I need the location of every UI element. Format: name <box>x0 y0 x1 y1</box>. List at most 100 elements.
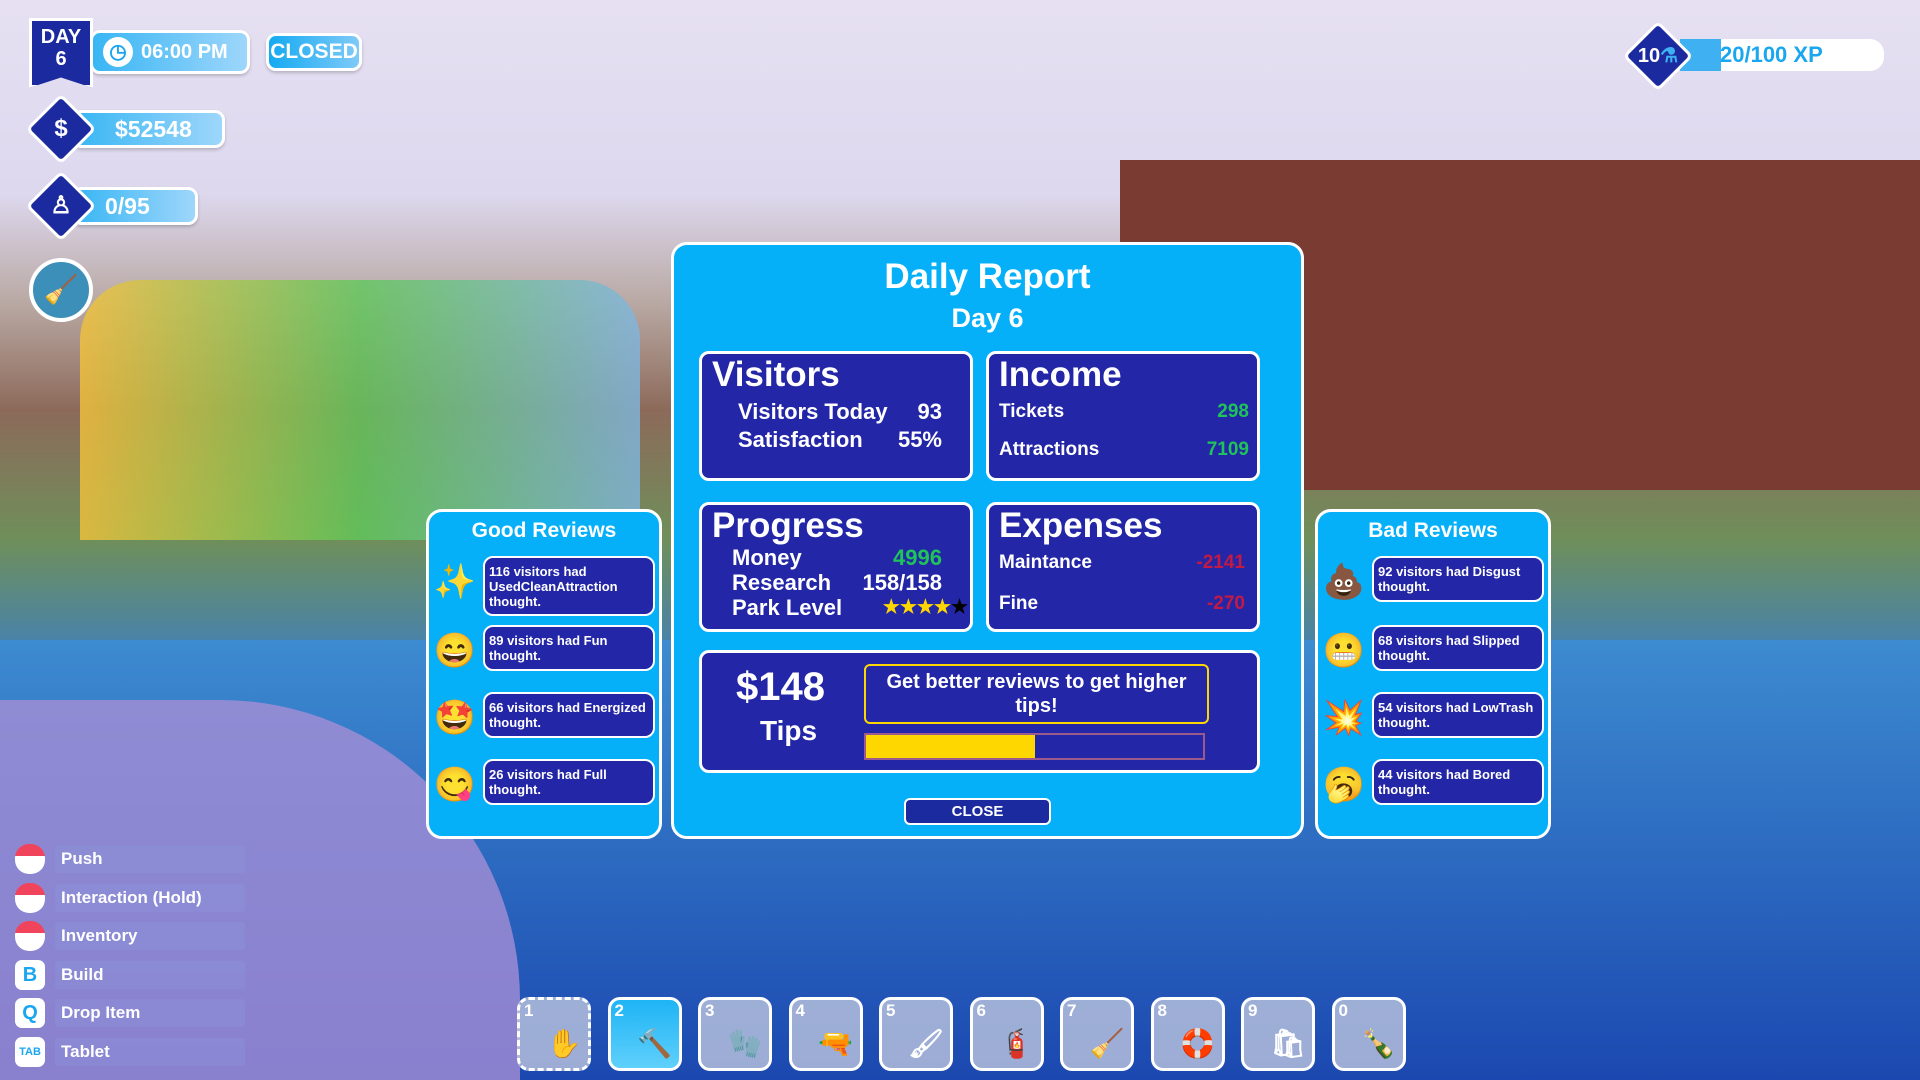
gas-canister-icon: 🧯 <box>999 1028 1034 1059</box>
background-slide <box>80 280 640 540</box>
star-icon: ★ <box>916 597 934 618</box>
hotbar-slot-6[interactable]: 6 🧯 <box>969 997 1044 1071</box>
tips-amount: $148 <box>736 665 825 709</box>
hand-icon: ✋ <box>546 1028 582 1059</box>
slot-number: 3 <box>705 1001 715 1020</box>
control-hint-label: Drop Item <box>55 999 245 1027</box>
mouse-left-hold-icon <box>15 882 45 913</box>
star-icon: ★ <box>950 597 968 618</box>
tips-progress-fill <box>866 735 1035 758</box>
review-item: 54 visitors had LowTrash thought. <box>1372 692 1544 738</box>
bottle-icon: 🍾 <box>1361 1028 1396 1059</box>
control-hint-label: Interaction (Hold) <box>55 883 245 912</box>
bad-reviews-panel: Bad Reviews 💩 92 visitors had Disgust tho… <box>1315 509 1551 839</box>
control-hint-label: Push <box>55 845 245 873</box>
time-display: ◷ 06:00 PM <box>90 30 250 74</box>
tips-message: Get better reviews to get higher tips! <box>864 664 1209 724</box>
park-level-row: Park Level ★★★★★ <box>732 595 968 620</box>
fine-row: Fine -270 <box>999 593 1245 614</box>
control-hint-label: Tablet <box>55 1037 245 1066</box>
slot-number: 8 <box>1157 1001 1167 1020</box>
slot-number: 1 <box>524 1001 534 1020</box>
money-display: $52548 <box>72 110 225 148</box>
trash-bag-icon: 🛍 <box>1270 1028 1306 1059</box>
hotbar-slot-7[interactable]: 7 🧹 <box>1060 997 1134 1071</box>
progress-box: Progress Money 4996 Research 158/158 Park … <box>699 502 973 632</box>
review-item: 89 visitors had Fun thought. <box>483 625 655 671</box>
mouse-left-icon <box>15 844 45 874</box>
visitors-today-row: Visitors Today 93 <box>738 399 942 424</box>
attractions-row: Attractions 7109 <box>999 439 1249 460</box>
water-gun-icon: 🔫 <box>818 1028 853 1059</box>
slot-number: 5 <box>886 1001 896 1020</box>
tips-box: $148 Tips Get better reviews to get high… <box>699 650 1260 773</box>
park-level-stars: ★★★★★ <box>883 596 968 620</box>
visitor-count-display: 0/95 <box>72 187 198 225</box>
hotbar-slot-5[interactable]: 5 🖌 <box>879 997 953 1071</box>
visitors-box: Visitors Visitors Today 93 Satisfaction 55… <box>699 351 973 481</box>
slot-number: 4 <box>795 1001 805 1020</box>
park-status-button[interactable]: CLOSED <box>266 33 362 71</box>
hotbar-slot-0[interactable]: 0 🍾 <box>1331 997 1406 1071</box>
splat-icon: 💥 <box>1322 699 1366 737</box>
report-subtitle: Day 6 <box>951 303 1024 333</box>
research-row: Research 158/158 <box>732 570 942 595</box>
hotbar-slot-4[interactable]: 4 🔫 <box>788 997 863 1071</box>
poop-icon: 💩 <box>1322 563 1366 601</box>
star-icon: ★ <box>882 597 900 618</box>
control-hint: Q Drop Item <box>15 996 245 1030</box>
level-badge: 10⚗ <box>1622 20 1694 92</box>
control-hint: Push <box>15 842 245 876</box>
bad-reviews-title: Bad Reviews <box>1368 519 1498 542</box>
hammer-icon: 🔨 <box>637 1028 672 1059</box>
good-reviews-title: Good Reviews <box>471 519 617 542</box>
control-hint: Interaction (Hold) <box>15 881 245 915</box>
slot-number: 6 <box>976 1001 986 1020</box>
broom-cleanup-button[interactable]: 🧹 <box>29 258 93 322</box>
life-ring-icon: 🛟 <box>1180 1028 1215 1059</box>
slot-number: 2 <box>614 1001 624 1020</box>
hotbar-slot-1[interactable]: 1 ✋ <box>517 997 591 1071</box>
hotbar-slot-2[interactable]: 2 🔨 <box>607 997 682 1071</box>
control-hint: B Build <box>15 958 245 992</box>
hotbar-slot-3[interactable]: 3 🧤 <box>698 997 772 1071</box>
review-item: 66 visitors had Energized thought. <box>483 692 655 738</box>
close-button[interactable]: CLOSE <box>904 798 1051 825</box>
review-item: 44 visitors had Bored thought. <box>1372 759 1544 805</box>
glove-icon: 🧤 <box>727 1028 763 1059</box>
hotbar-slot-9[interactable]: 9 🛍 <box>1241 997 1315 1071</box>
yum-face-icon: 😋 <box>433 766 477 804</box>
key-b-icon: B <box>15 959 45 990</box>
review-item: 92 visitors had Disgust thought. <box>1372 556 1544 602</box>
person-icon: ♙ <box>25 170 97 242</box>
tips-progress-bar <box>864 733 1205 760</box>
satisfaction-row: Satisfaction 55% <box>738 427 942 452</box>
yawning-face-icon: 🥱 <box>1322 766 1366 804</box>
mouse-middle-icon <box>15 921 45 951</box>
grimacing-face-icon: 😬 <box>1322 632 1366 670</box>
good-reviews-panel: Good Reviews ✨ 116 visitors had UsedClean… <box>426 509 662 839</box>
hotbar-slot-8[interactable]: 8 🛟 <box>1150 997 1225 1071</box>
daily-report-panel: Daily Report Day 6 Visitors Visitors Tod… <box>671 242 1304 839</box>
star-struck-icon: 🤩 <box>433 699 477 737</box>
tickets-row: Tickets 298 <box>999 401 1249 422</box>
slot-number: 7 <box>1067 1001 1077 1020</box>
key-q-icon: Q <box>15 998 45 1028</box>
maintenance-row: Maintance -2141 <box>999 552 1245 573</box>
review-item: 116 visitors had UsedCleanAttraction tho… <box>483 556 655 616</box>
control-hint: Inventory <box>15 919 245 953</box>
slot-number: 0 <box>1338 1001 1348 1020</box>
review-item: 26 visitors had Full thought. <box>483 759 655 805</box>
income-box: Income Tickets 298 Attractions 7109 <box>986 351 1260 481</box>
money-row: Money 4996 <box>732 545 942 570</box>
day-badge: DAY 6 <box>29 18 93 88</box>
sparkles-icon: ✨ <box>433 563 477 601</box>
report-title: Daily Report <box>884 257 1091 296</box>
control-hint-label: Inventory <box>55 922 245 950</box>
paint-roller-icon: 🖌 <box>908 1028 944 1059</box>
star-icon: ★ <box>899 597 917 618</box>
slot-number: 9 <box>1248 1001 1258 1020</box>
flask-icon: ⚗ <box>1660 45 1679 67</box>
grinning-face-icon: 😄 <box>433 632 477 670</box>
control-hint-label: Build <box>55 960 245 989</box>
